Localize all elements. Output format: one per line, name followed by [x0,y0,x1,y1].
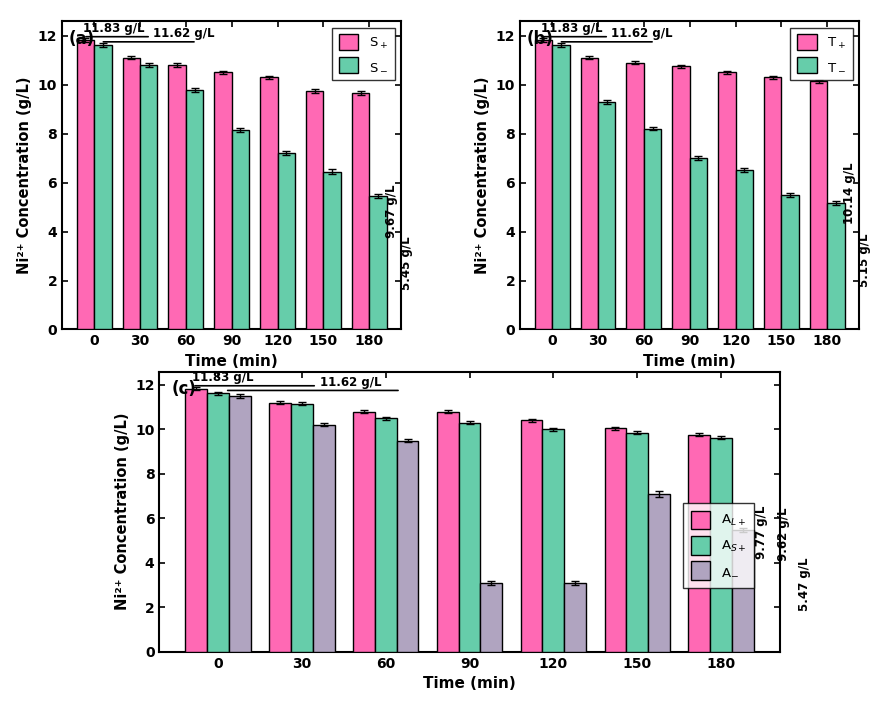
Bar [186,90,203,329]
Bar [690,158,707,329]
Bar [598,102,616,329]
Bar [122,57,140,329]
Bar [185,388,207,652]
Bar [672,67,690,329]
Bar [719,72,735,329]
Text: 11.83 g/L: 11.83 g/L [83,22,144,35]
Bar [94,45,112,329]
Bar [231,130,249,329]
Text: 11.62 g/L: 11.62 g/L [611,27,672,40]
Bar [306,91,323,329]
X-axis label: Time (min): Time (min) [643,354,736,369]
Bar [644,129,661,329]
Bar [710,438,732,652]
Bar [352,93,369,329]
Bar [168,65,186,329]
X-axis label: Time (min): Time (min) [185,354,278,369]
Text: 5.47 g/L: 5.47 g/L [798,557,812,611]
Text: (c): (c) [172,380,197,398]
Bar [229,396,251,652]
Text: 9.77 g/L: 9.77 g/L [755,505,768,559]
Y-axis label: Ni²⁺ Concentration (g/L): Ni²⁺ Concentration (g/L) [17,76,32,274]
Text: 9.62 g/L: 9.62 g/L [776,508,789,561]
Text: (a): (a) [69,30,95,48]
Bar [810,81,828,329]
Text: 11.83 g/L: 11.83 g/L [541,22,602,35]
Bar [77,40,94,329]
Bar [260,77,277,329]
Bar [764,77,781,329]
Bar [828,203,844,329]
Bar [214,72,231,329]
Bar [354,411,375,652]
Bar [269,402,291,652]
Bar [626,62,644,329]
Bar [542,430,564,652]
Bar [521,421,542,652]
Bar [626,433,648,652]
Bar [535,40,552,329]
Bar [207,393,229,652]
Bar [313,425,335,652]
Bar [323,172,341,329]
Legend: A$_{L+}$, A$_{S+}$, A$_{-}$: A$_{L+}$, A$_{S+}$, A$_{-}$ [682,503,755,588]
Bar [688,435,710,652]
Bar [732,530,754,652]
Text: 10.14 g/L: 10.14 g/L [843,162,856,224]
Bar [564,583,586,652]
Text: 5.15 g/L: 5.15 g/L [858,233,871,287]
Bar [375,418,397,652]
Bar [781,195,799,329]
Text: 5.45 g/L: 5.45 g/L [400,236,413,290]
Bar [604,428,626,652]
X-axis label: Time (min): Time (min) [424,676,516,691]
Bar [369,196,386,329]
Bar [397,440,418,652]
Bar [140,65,158,329]
Text: (b): (b) [527,30,554,48]
Legend: S$_+$, S$_-$: S$_+$, S$_-$ [332,27,395,80]
Y-axis label: Ni²⁺ Concentration (g/L): Ni²⁺ Concentration (g/L) [475,76,490,274]
Bar [291,404,313,652]
Text: 9.67 g/L: 9.67 g/L [385,184,398,238]
Bar [648,494,670,652]
Bar [480,583,502,652]
Bar [459,423,480,652]
Text: 11.83 g/L: 11.83 g/L [192,371,253,384]
Bar [552,45,570,329]
Legend: T$_+$, T$_-$: T$_+$, T$_-$ [790,27,853,80]
Text: 11.62 g/L: 11.62 g/L [320,376,381,388]
Bar [437,411,459,652]
Bar [580,57,598,329]
Bar [277,154,295,329]
Y-axis label: Ni²⁺ Concentration (g/L): Ni²⁺ Concentration (g/L) [114,413,129,611]
Text: 11.62 g/L: 11.62 g/L [153,27,214,40]
Bar [735,170,753,329]
